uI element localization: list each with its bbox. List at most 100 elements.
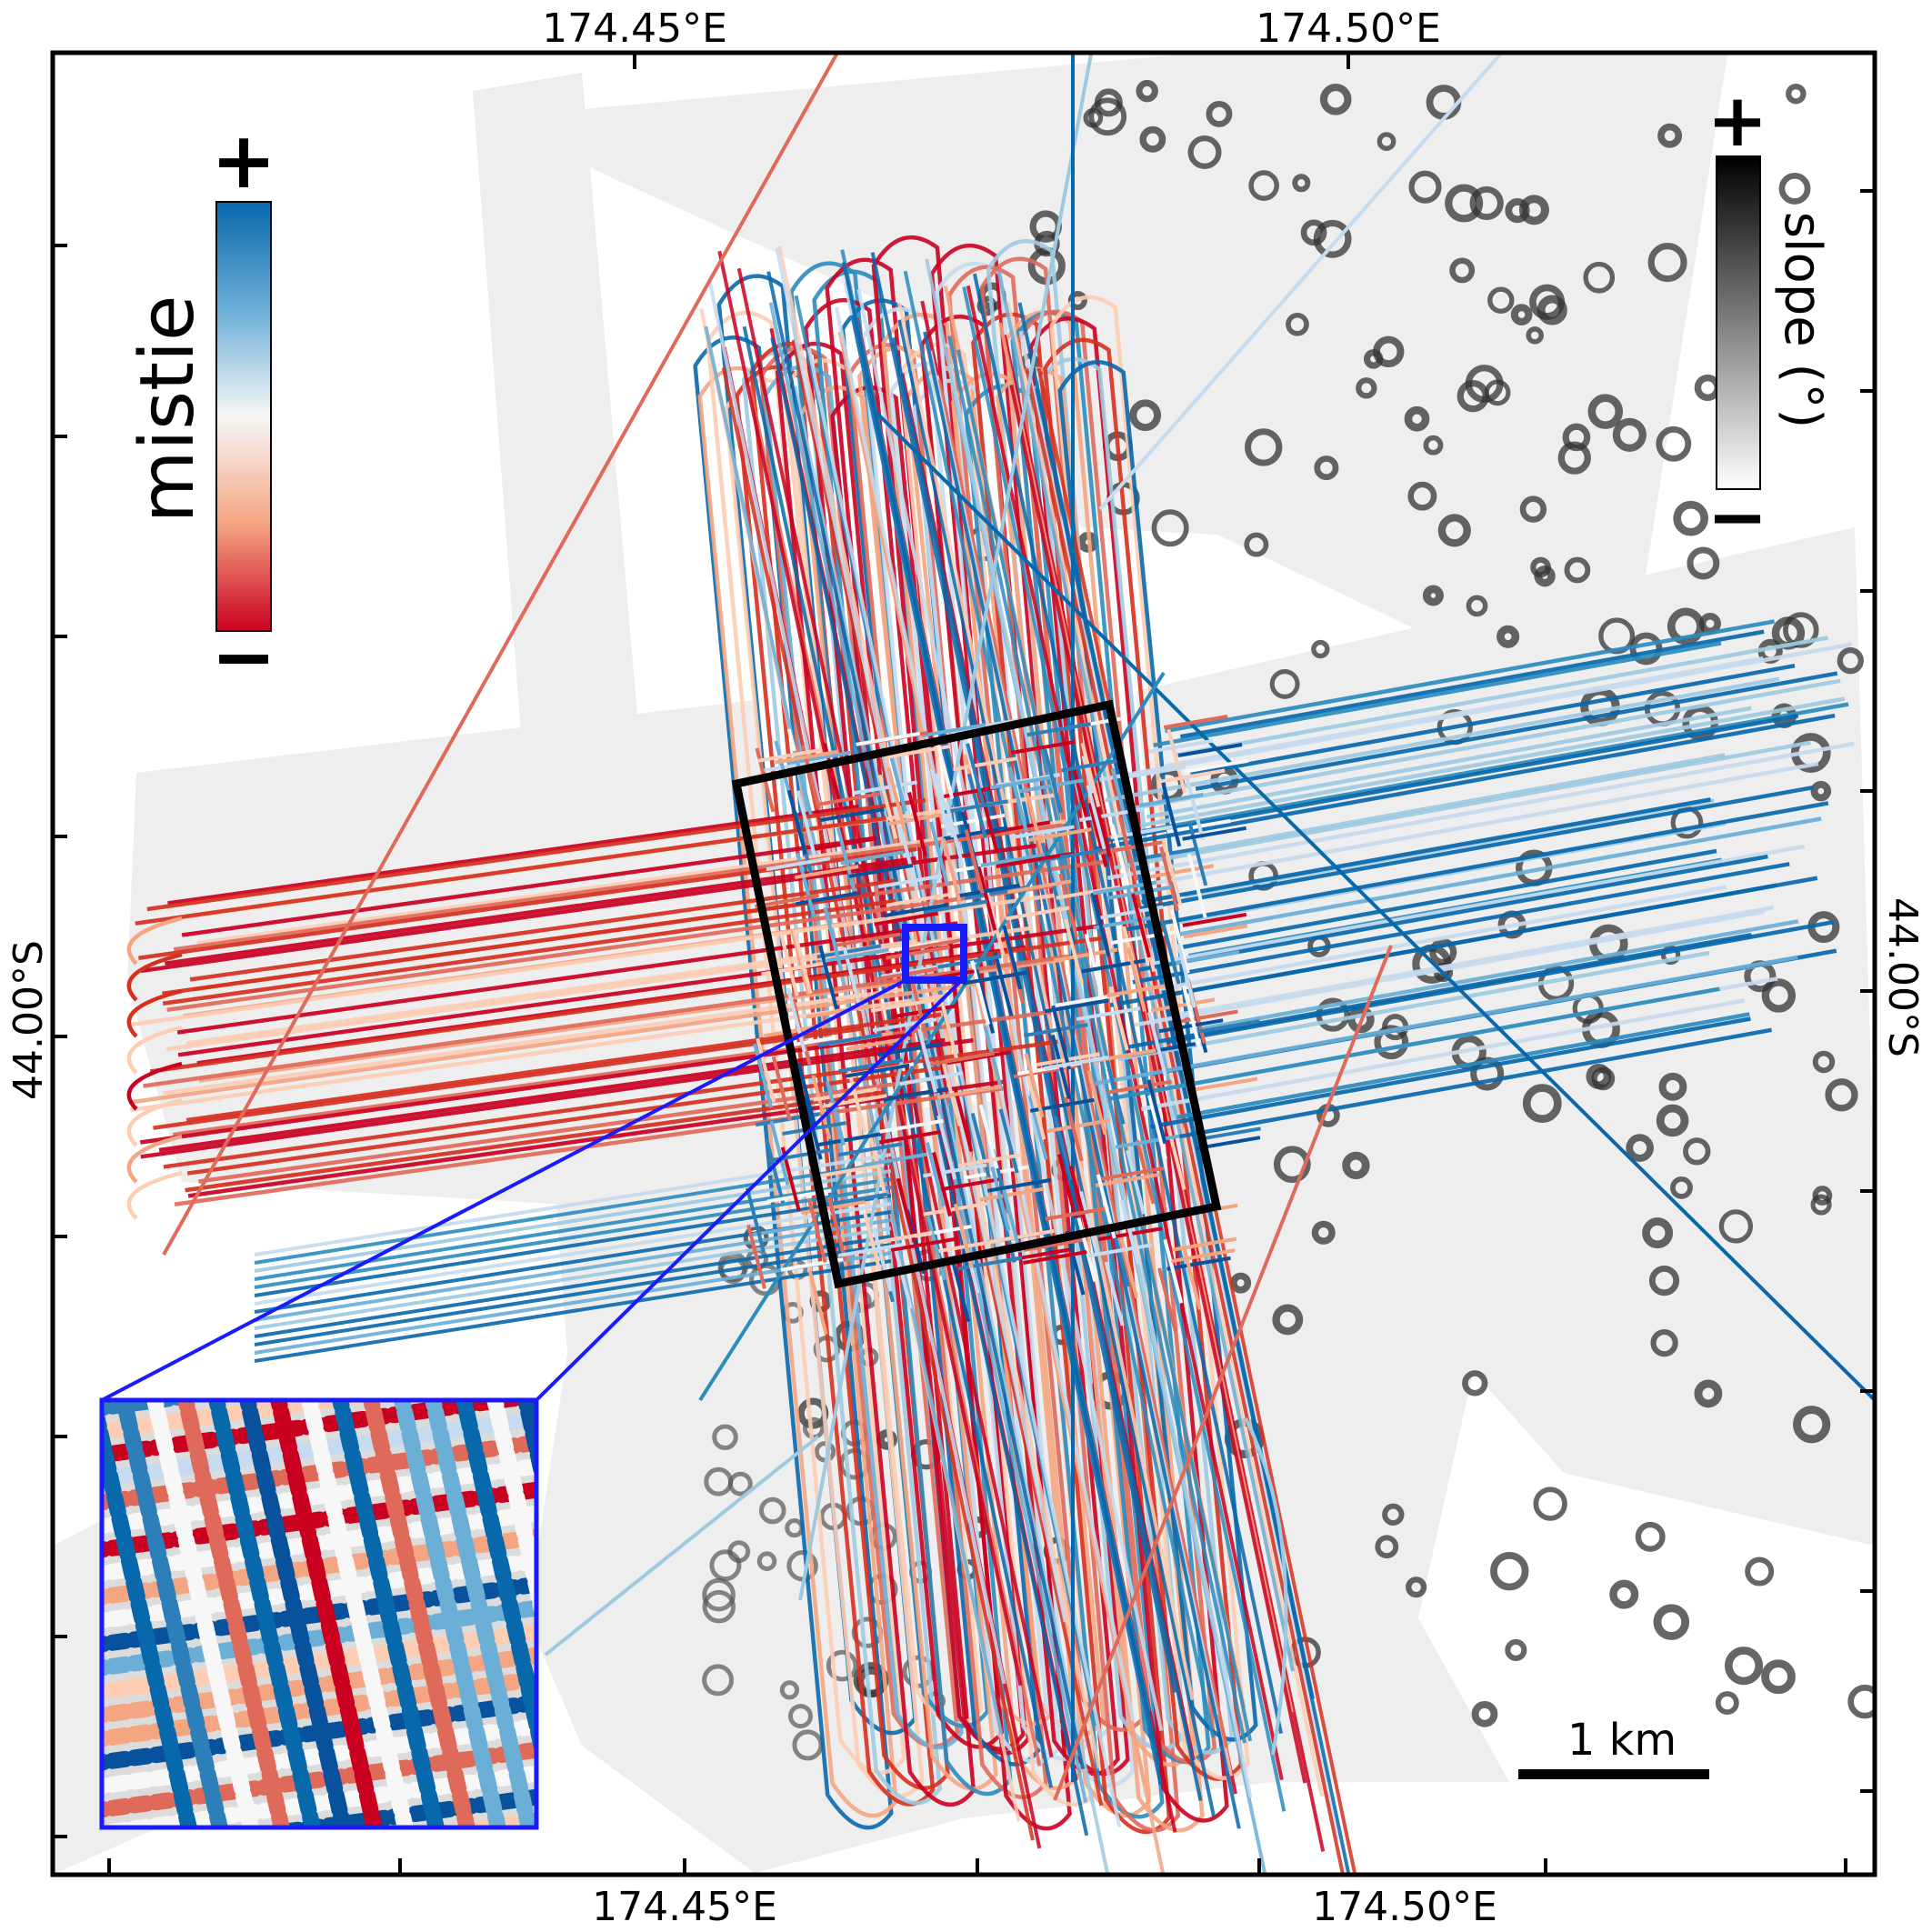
- crossing-segment: [983, 1026, 1004, 1091]
- crossing-segment: [1159, 846, 1179, 911]
- crossing-segment: [1022, 1250, 1087, 1266]
- ew-turn-west: [126, 916, 183, 966]
- crossing-segment: [1081, 958, 1146, 974]
- crossing-segment: [1110, 824, 1131, 889]
- pockmark: [1406, 1577, 1427, 1598]
- transit-track: [871, 407, 1875, 1402]
- crossing-segment: [872, 1017, 937, 1033]
- pockmark: [779, 1680, 800, 1700]
- ns-track-line: [962, 286, 1286, 1812]
- crossing-segment: [769, 1120, 790, 1186]
- ew-track-line-east: [1105, 676, 1780, 803]
- ns-track-line: [775, 247, 1067, 1623]
- pockmark: [1129, 399, 1162, 432]
- crossing-segment: [1093, 915, 1158, 930]
- crossing-segment: [1184, 758, 1249, 774]
- pockmark: [1471, 1700, 1498, 1727]
- ew-survey-tracks: [126, 619, 1855, 1363]
- inset-track-ns: [332, 1400, 445, 1827]
- ew-track-line-east: [1142, 702, 1849, 834]
- ns-track-loop: [1004, 310, 1205, 1833]
- crossing-segment: [790, 930, 811, 996]
- detail-box: [731, 699, 1222, 1289]
- ew-track-line-east: [1109, 883, 1777, 1007]
- crossing-segment: [1005, 906, 1070, 921]
- ns-track-line: [956, 349, 1253, 1742]
- crossing-segment: [986, 1177, 1052, 1193]
- ew-track-line-east: [1176, 1012, 1750, 1120]
- crossing-segment: [840, 850, 905, 866]
- inset-track-ns: [394, 1400, 506, 1827]
- pockmark: [1583, 261, 1616, 294]
- ew-track-line-east: [1149, 761, 1819, 886]
- crossing-segment: [1063, 918, 1084, 984]
- crossing-segment: [1040, 842, 1061, 907]
- crossing-segment: [1138, 792, 1204, 807]
- ew-turn-west: [126, 1134, 183, 1184]
- crossing-segment: [1169, 908, 1190, 974]
- pockmark: [1088, 97, 1127, 136]
- pockmark: [1612, 417, 1647, 452]
- pockmark: [1484, 379, 1511, 406]
- pockmark: [1469, 185, 1504, 221]
- crossing-segment: [813, 836, 877, 852]
- crossing-segment: [1104, 1261, 1125, 1326]
- crossing-segment: [990, 1166, 1011, 1232]
- inset-track-ns: [102, 1402, 197, 1827]
- crossing-segment: [823, 906, 844, 972]
- ew-track-line-southwest: [254, 1226, 892, 1330]
- crossing-segment: [996, 854, 1060, 868]
- ew-track-line-east: [1146, 706, 1752, 819]
- ns-track-loop: [1057, 360, 1258, 1742]
- crossing-segment: [1023, 1236, 1088, 1252]
- crossing-segment: [1115, 1134, 1180, 1149]
- crossing-segment: [929, 821, 950, 886]
- crossing-segment: [1158, 1018, 1224, 1034]
- ew-track-line-west: [173, 823, 1063, 952]
- ew-track-line-east: [1113, 740, 1811, 870]
- pockmark: [1761, 978, 1797, 1013]
- ew-track-line-west: [149, 936, 1103, 1074]
- crossing-segment: [1126, 946, 1146, 1012]
- ew-track-line-east: [1124, 801, 1829, 933]
- crossing-segment: [886, 766, 907, 832]
- pockmark: [1230, 1272, 1252, 1294]
- pockmark: [1647, 243, 1687, 283]
- pockmark: [1522, 1084, 1562, 1124]
- crossing-segment: [1044, 1056, 1109, 1070]
- ew-track-line-west: [185, 938, 917, 1046]
- crossing-segment: [1196, 1019, 1260, 1035]
- pockmark: [702, 1577, 736, 1612]
- pockmark: [1533, 1487, 1567, 1521]
- pockmark: [712, 1424, 738, 1451]
- pockmark: [1564, 556, 1591, 584]
- crossing-segment: [786, 987, 806, 1053]
- crossing-segment: [1174, 1009, 1238, 1025]
- transit-track: [1098, 53, 1502, 511]
- ew-track-line-west: [158, 1037, 946, 1153]
- pockmark: [1382, 1503, 1405, 1526]
- crossing-segment: [792, 929, 813, 995]
- pockmark: [702, 1664, 735, 1697]
- mistie-legend: mistie + −: [125, 115, 276, 703]
- ew-track-line-southwest: [254, 1202, 892, 1306]
- crossing-segment: [944, 799, 1008, 815]
- ew-track-line-east: [1179, 1027, 1773, 1139]
- ew-track-line-west: [140, 843, 1036, 974]
- top-axis-label-1: 174.45°E: [542, 5, 727, 52]
- crossing-segment: [944, 801, 965, 866]
- crossing-segment: [896, 1177, 916, 1243]
- crossing-segment: [1068, 1166, 1089, 1231]
- crossing-segment: [1007, 766, 1028, 831]
- inset-track-ns: [177, 1400, 290, 1827]
- crossing-segment: [1146, 1011, 1167, 1076]
- crossing-segment: [990, 1228, 1055, 1244]
- pockmark: [1783, 612, 1819, 648]
- crossing-segment: [870, 997, 936, 1013]
- inset-track-ew: [102, 1765, 536, 1827]
- crossing-segment: [838, 1242, 904, 1257]
- crossing-segment: [745, 1187, 766, 1253]
- crossing-segment: [970, 960, 991, 1026]
- transit-track: [162, 54, 838, 1256]
- crossing-segment: [1108, 986, 1129, 1051]
